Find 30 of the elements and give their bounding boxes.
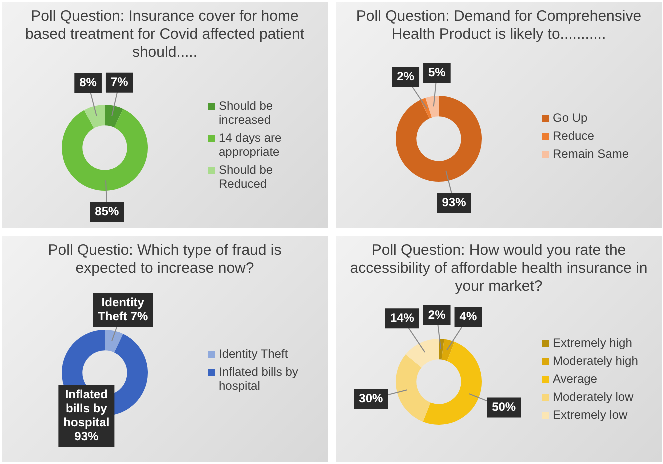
data-label: Inflated bills by hospital 93% (64, 387, 110, 444)
chart-title: Poll Question: Demand for Comprehensive Health Product is likely to........... (355, 7, 643, 44)
legend-label: Should be Reduced (219, 163, 274, 191)
legend-label: Go Up (553, 111, 588, 125)
chart-title: Poll Question: How would you rate the accessibility of affordable health insurance in your market? (349, 241, 649, 296)
data-label: 2% (428, 308, 446, 322)
legend-label: Remain Same (553, 147, 630, 161)
legend-label: Moderately high (553, 354, 638, 368)
legend-label: Should be increased (219, 99, 274, 127)
data-label: 30% (359, 392, 384, 406)
legend-label: Identity Theft (219, 347, 288, 361)
data-label: 5% (428, 65, 446, 80)
data-label: 2% (397, 69, 415, 84)
data-label: 7% (110, 75, 129, 90)
data-label: 93% (442, 195, 467, 210)
legend-label: Extremely low (553, 408, 628, 422)
data-label: Identity Theft 7% (98, 295, 148, 324)
data-label: 8% (80, 76, 98, 90)
data-label: 14% (390, 310, 415, 325)
data-label: 85% (95, 204, 120, 218)
legend-label: Extremely high (553, 336, 632, 350)
legend-label: Inflated bills by hospital (219, 365, 300, 393)
legend-label: Reduce (553, 129, 594, 143)
chart-title: Poll Questio: Which type of fraud is expected to increase now? (47, 241, 283, 278)
data-label: 50% (492, 400, 516, 414)
legend-label: 14 days are appropriate (219, 131, 283, 159)
chart-title: Poll Question: Insurance cover for home based treatment for Covid affected patient should..... (24, 7, 306, 62)
legend-label: Moderately low (553, 390, 634, 404)
data-label: 4% (460, 310, 478, 324)
legend-label: Average (553, 372, 598, 386)
